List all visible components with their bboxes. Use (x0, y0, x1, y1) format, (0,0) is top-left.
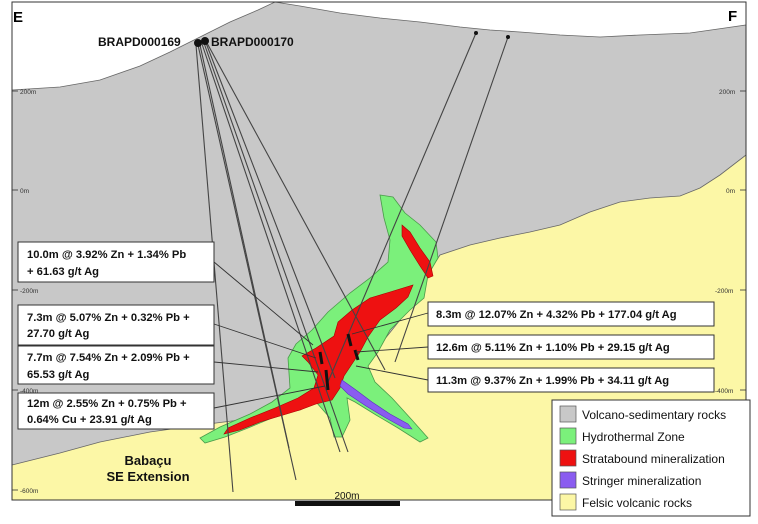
elevation-axis-right: 200m 0m -200m -400m (715, 89, 735, 395)
intercept-mark-3 (346, 333, 353, 347)
intercept-left-2-line2: 27.70 g/t Ag (27, 328, 90, 340)
stratabound-mineralization-upper (401, 224, 434, 279)
drill-trace-5 (203, 42, 349, 453)
leader-line-2 (213, 323, 317, 359)
legend-swatch-volcano-sedimentary (559, 405, 577, 423)
drill-trace-3 (199, 44, 290, 449)
legend-label-stratabound: Stratabound mineralization (582, 452, 725, 466)
intercept-box-left-4: 12m @ 2.55% Zn + 0.75% Pb + 0.64% Cu + 2… (17, 392, 215, 430)
drill-trace-8 (327, 32, 477, 383)
sky-area (12, 2, 746, 90)
elev-tick-right-neg200: -200m (715, 288, 733, 295)
intercept-left-4-line1: 12m @ 2.55% Zn + 0.75% Pb + (27, 398, 187, 410)
collar-marker-east-1 (474, 31, 478, 35)
collar-marker-170 (201, 37, 209, 45)
elev-tick-right-200: 200m (719, 89, 735, 96)
leader-line-5 (351, 312, 429, 335)
leader-line-7 (355, 365, 429, 381)
legend-label-stringer: Stringer mineralization (582, 474, 701, 488)
intercept-mark-1 (318, 351, 324, 365)
legend-swatch-hydrothermal (559, 427, 577, 445)
intercept-marks (318, 333, 360, 391)
drillhole-label-169: BRAPD000169 (98, 35, 181, 49)
elev-tick-left-neg600: -600m (20, 488, 38, 495)
intercept-left-2-line1: 7.3m @ 5.07% Zn + 0.32% Pb + (27, 312, 190, 324)
area-label-line2: SE Extension (106, 469, 189, 484)
legend-swatch-stringer (559, 471, 577, 489)
scale-bar: 200m (295, 491, 400, 506)
leader-line-1 (213, 261, 314, 346)
legend-swatch-stratabound (559, 449, 577, 467)
leader-line-4 (213, 385, 326, 409)
intercept-left-4-line2: 0.64% Cu + 23.91 g/t Ag (27, 414, 152, 426)
intercept-left-3-line1: 7.7m @ 7.54% Zn + 2.09% Pb + (27, 352, 190, 364)
intercept-left-3-line2: 65.53 g/t Ag (27, 369, 90, 381)
legend-label-volcano-sedimentary: Volcano-sedimentary rocks (582, 408, 726, 422)
intercept-right-2-text: 12.6m @ 5.11% Zn + 1.10% Pb + 29.15 g/t … (436, 342, 670, 354)
elev-tick-left-200: 200m (20, 89, 36, 96)
elev-tick-left-neg200: -200m (20, 288, 38, 295)
drillhole-label-170: BRAPD000170 (211, 35, 294, 49)
leader-line-6 (355, 346, 429, 353)
intercept-mark-4 (353, 349, 360, 361)
legend-label-hydrothermal: Hydrothermal Zone (582, 430, 685, 444)
intercept-mark-2 (324, 369, 330, 391)
intercept-box-left-2: 7.3m @ 5.07% Zn + 0.32% Pb + 27.70 g/t A… (17, 304, 215, 346)
legend: Volcano-sedimentary rocks Hydrothermal Z… (551, 399, 751, 517)
collar-marker-east-2 (506, 35, 510, 39)
intercept-box-right-3: 11.3m @ 9.37% Zn + 1.99% Pb + 34.11 g/t … (427, 367, 715, 393)
drill-trace-6 (205, 42, 336, 379)
intercept-box-left-3: 7.7m @ 7.54% Zn + 2.09% Pb + 65.53 g/t A… (17, 345, 215, 385)
intercept-right-3-text: 11.3m @ 9.37% Zn + 1.99% Pb + 34.11 g/t … (436, 375, 669, 387)
legend-label-felsic: Felsic volcanic rocks (582, 496, 692, 510)
collar-marker-169 (194, 39, 202, 47)
stringer-mineralization (339, 379, 413, 430)
elev-tick-left-neg400: -400m (20, 388, 38, 395)
elev-tick-right-0: 0m (726, 188, 735, 195)
drill-trace-4 (201, 43, 341, 453)
section-frame (11, 1, 747, 501)
elev-tick-left-0: 0m (20, 188, 29, 195)
elevation-axis-left: 200m 0m -200m -400m -600m (20, 89, 38, 495)
intercept-box-left-1: 10.0m @ 3.92% Zn + 1.34% Pb + 61.63 g/t … (17, 241, 215, 283)
intercept-left-1-line2: + 61.63 g/t Ag (27, 266, 99, 278)
section-end-right-label: F (728, 8, 737, 25)
drill-trace-9 (394, 36, 509, 363)
leader-line-3 (213, 361, 319, 373)
drill-trace-7 (206, 42, 386, 371)
scale-bar-label: 200m (334, 491, 359, 502)
area-label-line1: Babaçu (125, 453, 172, 468)
leader-lines (213, 261, 429, 409)
intercept-right-1-text: 8.3m @ 12.07% Zn + 4.32% Pb + 177.04 g/t… (436, 309, 677, 321)
legend-swatch-felsic (559, 493, 577, 511)
intercept-left-1-line1: 10.0m @ 3.92% Zn + 1.34% Pb (27, 249, 186, 261)
elev-tick-right-neg400: -400m (715, 388, 733, 395)
section-end-left-label: E (13, 9, 23, 26)
intercept-box-right-2: 12.6m @ 5.11% Zn + 1.10% Pb + 29.15 g/t … (427, 334, 715, 360)
intercept-box-right-1: 8.3m @ 12.07% Zn + 4.32% Pb + 177.04 g/t… (427, 301, 715, 327)
